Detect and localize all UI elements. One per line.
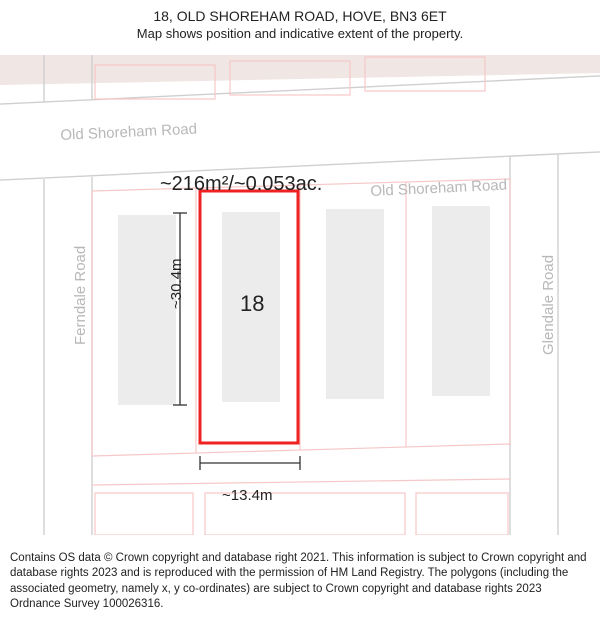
dimension-height-label: ~30.4m [168, 259, 185, 309]
page-title: 18, OLD SHOREHAM ROAD, HOVE, BN3 6ET [10, 8, 590, 24]
dimension-width-label: ~13.4m [222, 487, 272, 504]
road-label-glendale: Glendale Road [540, 255, 557, 355]
map: Old Shoreham Road Old Shoreham Road Fern… [0, 55, 600, 535]
road-label-ferndale: Ferndale Road [72, 246, 89, 345]
page-subtitle: Map shows position and indicative extent… [10, 26, 590, 41]
copyright-footer: Contains OS data © Crown copyright and d… [0, 543, 600, 625]
header: 18, OLD SHOREHAM ROAD, HOVE, BN3 6ET Map… [0, 0, 600, 45]
plot-number: 18 [240, 291, 264, 317]
area-label: ~216m²/~0.053ac. [160, 173, 322, 196]
